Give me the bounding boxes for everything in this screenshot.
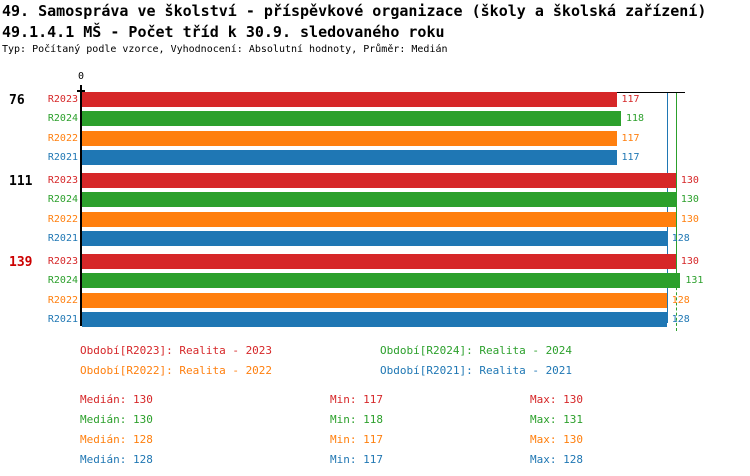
- bar-row-label: R2022: [47, 213, 78, 225]
- bar-value-label: 130: [680, 256, 699, 267]
- legend-item-3: Období[R2021]: Realita - 2021: [380, 364, 573, 377]
- bar-value-label: 130: [680, 213, 699, 225]
- bar-value-label: 128: [671, 232, 690, 244]
- bar-value-label: 118: [626, 113, 645, 125]
- group-label: 139: [9, 255, 33, 270]
- bar-R2023: [82, 254, 676, 269]
- bar-row-label: R2021: [47, 313, 78, 325]
- bar-row-label: R2024: [47, 194, 78, 206]
- bar-row-label: R2022: [47, 294, 78, 306]
- y-axis-line: [80, 85, 82, 326]
- bar-value-label: 128: [671, 313, 690, 325]
- median-line-R2024-dashed: [675, 282, 677, 331]
- bar-row-label: R2024: [47, 113, 78, 125]
- legend-item-1: Období[R2024]: Realita - 2024: [380, 344, 573, 357]
- stat-min: Min: 117: [330, 393, 383, 406]
- page-title-line2: 49.1.4.1 MŠ - Počet tříd k 30.9. sledova…: [2, 23, 445, 41]
- bar-R2022: [82, 130, 617, 146]
- bar-row-label: R2022: [47, 132, 78, 144]
- bar-R2021: [82, 312, 667, 327]
- bar-R2021: [82, 231, 667, 246]
- group-label: 76: [9, 93, 25, 108]
- median-line-R2024: [675, 92, 677, 282]
- stat-median: Medián: 130: [80, 393, 153, 406]
- stat-median: Medián: 128: [80, 433, 153, 446]
- bar-value-label: 130: [680, 194, 699, 206]
- bar-value-label: 130: [680, 175, 699, 186]
- x-axis-tick: [77, 90, 85, 92]
- page-subtitle: Typ: Počítaný podle vzorce, Vyhodnocení:…: [2, 44, 448, 55]
- stat-max: Max: 131: [530, 413, 583, 426]
- bar-row-label: R2023: [47, 94, 78, 105]
- stat-max: Max: 128: [530, 453, 583, 466]
- bar-row-label: R2023: [47, 256, 78, 267]
- x-axis-zero-label: 0: [77, 71, 85, 82]
- bar-row-label: R2021: [47, 151, 78, 163]
- stat-median: Medián: 128: [80, 453, 153, 466]
- bar-row-label: R2021: [47, 232, 78, 244]
- bar-value-label: 128: [671, 294, 690, 306]
- legend-item-0: Období[R2023]: Realita - 2023: [80, 344, 273, 357]
- bar-R2022: [82, 292, 667, 308]
- bar-R2022: [82, 211, 676, 227]
- stat-min: Min: 118: [330, 413, 383, 426]
- bar-value-label: 117: [621, 132, 640, 144]
- bar-R2023: [82, 173, 676, 188]
- stat-min: Min: 117: [330, 433, 383, 446]
- bar-row-label: R2024: [47, 275, 78, 287]
- median-line-R2021: [666, 92, 668, 323]
- bar-R2024: [82, 273, 681, 289]
- stat-max: Max: 130: [530, 393, 583, 406]
- page-title-line1: 49. Samospráva ve školství - příspěvkové…: [2, 2, 707, 20]
- bar-value-label: 117: [621, 151, 640, 163]
- stat-max: Max: 130: [530, 433, 583, 446]
- bar-value-label: 131: [685, 275, 704, 287]
- group-label: 111: [9, 174, 33, 189]
- stat-min: Min: 117: [330, 453, 383, 466]
- bar-R2024: [82, 111, 621, 127]
- bar-chart: 0 76 R2023 117 R2024 118 R2022 117 R2021 117 111 R2…: [9, 71, 704, 331]
- bar-row-label: R2023: [47, 175, 78, 186]
- bar-value-label: 117: [621, 94, 640, 105]
- bar-R2023: [82, 92, 617, 107]
- stat-median: Medián: 130: [80, 413, 153, 426]
- bar-R2021: [82, 150, 617, 165]
- bar-R2024: [82, 192, 676, 208]
- legend-item-2: Období[R2022]: Realita - 2022: [80, 364, 273, 377]
